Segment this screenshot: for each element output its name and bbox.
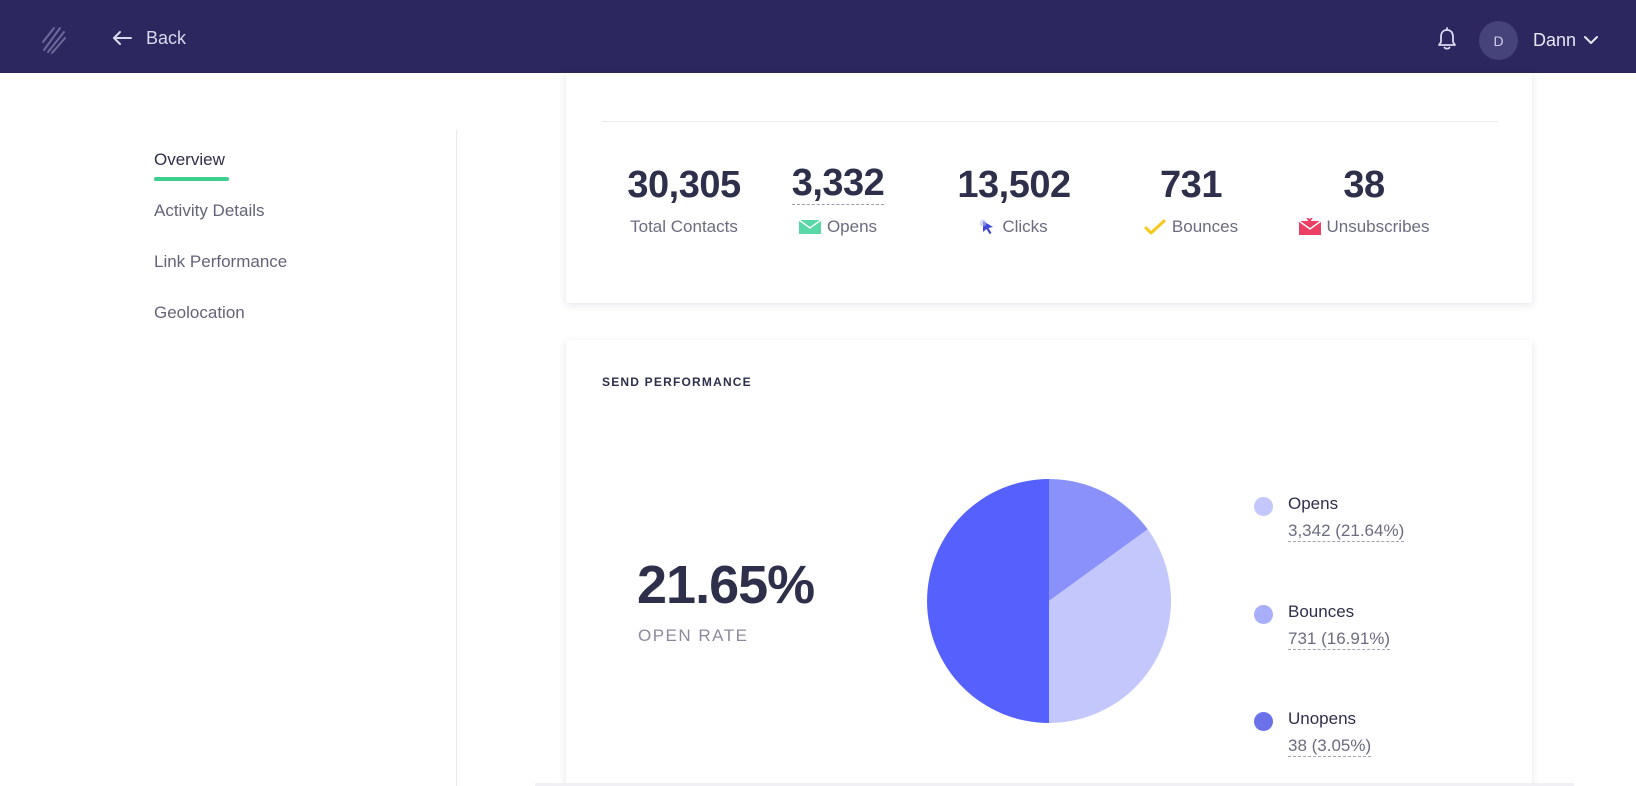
legend-value[interactable]: 3,342 (21.64%) (1288, 521, 1405, 542)
legend-value[interactable]: 731 (16.91%) (1288, 629, 1391, 650)
back-label: Back (146, 27, 187, 48)
legend-name: Unopens (1288, 709, 1357, 728)
stat-label-text: Total Contacts (630, 217, 738, 236)
stat-bounces: 731 Bounces (1127, 163, 1255, 237)
sidebar-item-link-performance[interactable]: Link Performance (154, 252, 288, 271)
open-rate-label: OPEN RATE (638, 626, 749, 645)
stats-card: 30,305 Total Contacts 3,332 Opens 13,502… (566, 73, 1532, 303)
section-title: SEND PERFORMANCE (602, 375, 752, 389)
top-navigation-bar: Back D Dann (0, 0, 1636, 73)
stat-value: 13,502 (957, 164, 1071, 206)
stat-label: Opens (774, 217, 902, 237)
pie-slice-bounces[interactable] (1049, 479, 1148, 601)
stat-total-contacts: 30,305 Total Contacts (620, 163, 748, 237)
envelope-icon (798, 219, 821, 234)
page-bottom-edge (535, 783, 1574, 786)
open-rate-value: 21.65% (637, 555, 815, 615)
feather-logo-icon[interactable] (40, 24, 68, 54)
pie-slice-unopens[interactable] (927, 479, 1049, 723)
stat-label-text: Clicks (1002, 217, 1048, 236)
user-menu[interactable]: Dann (1533, 28, 1599, 52)
stat-label: Clicks (950, 217, 1078, 237)
stat-label-text: Unsubscribes (1326, 217, 1430, 236)
sidebar-item-activity-details[interactable]: Activity Details (154, 201, 265, 220)
stat-value[interactable]: 3,332 (791, 162, 885, 205)
stat-value: 30,305 (627, 164, 741, 206)
active-tab-indicator (154, 177, 229, 181)
cursor-icon (980, 219, 994, 234)
arrow-left-icon (113, 31, 132, 45)
legend-name: Bounces (1288, 602, 1355, 621)
send-performance-card: SEND PERFORMANCE 21.65% OPEN RATE Opens … (566, 340, 1532, 786)
sidebar-item-overview[interactable]: Overview (154, 150, 225, 169)
sidebar-item-geolocation[interactable]: Geolocation (154, 303, 245, 322)
divider (602, 121, 1498, 122)
avatar[interactable]: D (1479, 21, 1518, 60)
legend-swatch (1254, 605, 1273, 624)
stat-opens[interactable]: 3,332 Opens (774, 163, 902, 237)
stat-value: 38 (1343, 164, 1385, 206)
chevron-down-icon (1584, 36, 1599, 44)
pie-slice-opens[interactable] (1049, 529, 1171, 723)
bell-icon[interactable] (1436, 27, 1458, 51)
bounce-check-icon (1144, 219, 1166, 235)
legend-swatch (1254, 497, 1273, 516)
send-performance-pie-chart (927, 479, 1171, 723)
stat-label-text: Bounces (1171, 217, 1239, 236)
stat-value: 731 (1160, 164, 1222, 206)
legend-value[interactable]: 38 (3.05%) (1288, 736, 1372, 757)
legend-swatch (1254, 712, 1273, 731)
stat-label: Total Contacts (620, 217, 748, 237)
stat-unsubscribes: 38 Unsubscribes (1284, 163, 1444, 237)
unsubscribe-envelope-icon (1298, 218, 1321, 235)
stat-label-text: Opens (826, 217, 878, 236)
stat-label: Bounces (1127, 217, 1255, 237)
back-button[interactable]: Back (112, 26, 186, 50)
sidebar-divider (456, 130, 457, 786)
avatar-initial: D (1493, 32, 1504, 49)
stat-label: Unsubscribes (1284, 217, 1444, 237)
user-name: Dann (1533, 29, 1577, 50)
stat-clicks: 13,502 Clicks (950, 163, 1078, 237)
legend-name: Opens (1288, 494, 1339, 513)
